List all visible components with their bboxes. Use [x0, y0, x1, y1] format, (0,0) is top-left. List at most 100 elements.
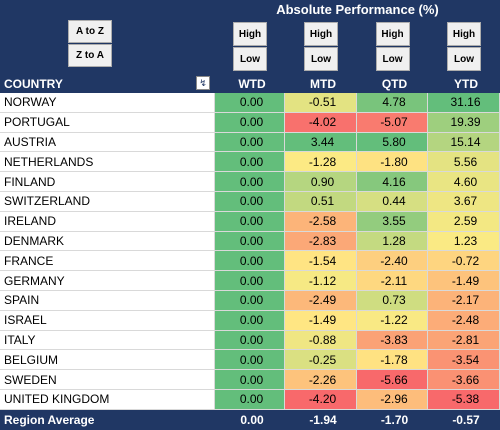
country-cell: BELGIUM	[0, 350, 215, 371]
country-cell: IRELAND	[0, 211, 215, 232]
value-cell: 0.00	[215, 350, 285, 371]
country-cell: FRANCE	[0, 251, 215, 272]
value-cell: 0.73	[357, 291, 428, 311]
value-cell: -4.20	[285, 390, 357, 410]
value-cell: 0.00	[215, 93, 285, 113]
value-cell: -1.49	[428, 271, 500, 291]
country-cell: NETHERLANDS	[0, 152, 215, 173]
value-cell: 0.00	[215, 291, 285, 311]
footer-cell: Region Average	[4, 412, 95, 427]
value-cell: -1.22	[357, 310, 428, 331]
sort-button[interactable]: A to Z	[68, 20, 112, 43]
value-cell: 4.16	[357, 172, 428, 192]
value-cell: 0.00	[215, 390, 285, 410]
footer-cell: 0.00	[240, 412, 264, 427]
value-cell: 0.00	[215, 330, 285, 351]
value-cell: 4.78	[357, 93, 428, 113]
column-header: WTD	[238, 76, 266, 91]
value-cell: 0.44	[357, 192, 428, 212]
value-cell: 3.44	[285, 132, 357, 153]
high-button[interactable]: High	[233, 22, 267, 46]
value-cell: 2.59	[428, 211, 500, 232]
value-cell: 0.00	[215, 132, 285, 153]
value-cell: -0.25	[285, 350, 357, 371]
country-cell: DENMARK	[0, 231, 215, 252]
column-header: COUNTRY	[4, 76, 63, 91]
country-cell: UNITED KINGDOM	[0, 390, 215, 410]
value-cell: -5.07	[357, 112, 428, 133]
low-button[interactable]: Low	[375, 47, 410, 71]
value-cell: -2.17	[428, 291, 500, 311]
country-cell: FINLAND	[0, 172, 215, 192]
footer-cell: -0.57	[452, 412, 480, 427]
header-title: Absolute Performance (%)	[276, 2, 439, 17]
value-cell: -1.54	[285, 251, 357, 272]
value-cell: 1.28	[357, 231, 428, 252]
sort-button[interactable]: Z to A	[68, 44, 112, 67]
country-cell: SWEDEN	[0, 370, 215, 390]
value-cell: 0.00	[215, 310, 285, 331]
column-header: QTD	[381, 76, 408, 91]
column-header: MTD	[310, 76, 336, 91]
column-header: YTD	[454, 76, 478, 91]
footer-background	[0, 409, 500, 430]
value-cell: 0.51	[285, 192, 357, 212]
country-cell: ITALY	[0, 330, 215, 351]
value-cell: 0.90	[285, 172, 357, 192]
country-cell: SWITZERLAND	[0, 192, 215, 212]
value-cell: 31.16	[428, 93, 500, 113]
value-cell: -2.96	[357, 390, 428, 410]
value-cell: 0.00	[215, 370, 285, 390]
value-cell: -3.83	[357, 330, 428, 351]
value-cell: -0.88	[285, 330, 357, 351]
value-cell: 0.00	[215, 211, 285, 232]
country-cell: NORWAY	[0, 93, 215, 113]
value-cell: 5.56	[428, 152, 500, 173]
value-cell: -2.58	[285, 211, 357, 232]
value-cell: -3.54	[428, 350, 500, 371]
country-cell: GERMANY	[0, 271, 215, 291]
low-button[interactable]: Low	[447, 47, 481, 71]
country-cell: PORTUGAL	[0, 112, 215, 133]
value-cell: -2.26	[285, 370, 357, 390]
value-cell: 4.60	[428, 172, 500, 192]
value-cell: -2.40	[357, 251, 428, 272]
value-cell: -1.78	[357, 350, 428, 371]
value-cell: 5.80	[357, 132, 428, 153]
value-cell: -2.81	[428, 330, 500, 351]
value-cell: 0.00	[215, 172, 285, 192]
country-cell: ISRAEL	[0, 310, 215, 331]
value-cell: -4.02	[285, 112, 357, 133]
value-cell: 3.67	[428, 192, 500, 212]
value-cell: 0.00	[215, 152, 285, 173]
value-cell: -2.48	[428, 310, 500, 331]
value-cell: -2.83	[285, 231, 357, 252]
value-cell: 0.00	[215, 112, 285, 133]
value-cell: -5.38	[428, 390, 500, 410]
value-cell: 0.00	[215, 271, 285, 291]
footer-cell: -1.94	[309, 412, 337, 427]
low-button[interactable]: Low	[233, 47, 267, 71]
footer-cell: -1.70	[380, 412, 409, 427]
country-cell: SPAIN	[0, 291, 215, 311]
country-cell: AUSTRIA	[0, 132, 215, 153]
value-cell: -1.49	[285, 310, 357, 331]
value-cell: -2.11	[357, 271, 428, 291]
high-button[interactable]: High	[304, 22, 338, 46]
value-cell: -0.51	[285, 93, 357, 113]
value-cell: -2.49	[285, 291, 357, 311]
value-cell: 19.39	[428, 112, 500, 133]
low-button[interactable]: Low	[304, 47, 338, 71]
value-cell: 1.23	[428, 231, 500, 252]
value-cell: 0.00	[215, 192, 285, 212]
value-cell: 0.00	[215, 231, 285, 252]
value-cell: 0.00	[215, 251, 285, 272]
high-button[interactable]: High	[447, 22, 481, 46]
value-cell: -0.72	[428, 251, 500, 272]
filter-icon[interactable]: ↯	[196, 76, 210, 90]
value-cell: -1.28	[285, 152, 357, 173]
value-cell: -5.66	[357, 370, 428, 390]
high-button[interactable]: High	[375, 22, 410, 46]
value-cell: -1.80	[357, 152, 428, 173]
